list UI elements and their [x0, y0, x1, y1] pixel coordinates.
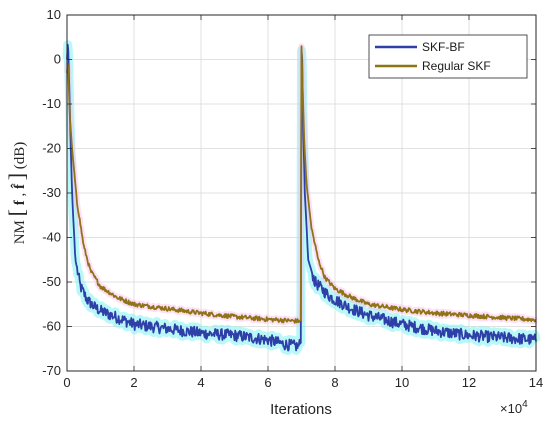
x-tick-label: 0	[63, 375, 70, 390]
y-tick-label: -20	[42, 141, 61, 156]
y-axis-label: NM [ f , f̂ ] (dB)	[4, 142, 29, 245]
x-tick-label: 2	[130, 375, 137, 390]
x-axis-exponent: ×104	[500, 399, 528, 416]
x-tick-label: 6	[264, 375, 271, 390]
ylabel-bracket-close: ]	[4, 173, 29, 180]
x-tick-label: 8	[331, 375, 338, 390]
x-tick-label: 4	[197, 375, 204, 390]
series-lines	[66, 43, 537, 352]
x-tick-label: 10	[395, 375, 409, 390]
y-tick-label: -10	[42, 96, 61, 111]
y-tick-label: -60	[42, 319, 61, 334]
legend-box	[368, 34, 528, 79]
y-tick-label: 0	[54, 52, 61, 67]
ylabel-main: NM	[12, 220, 28, 244]
ylabel-unit: (dB)	[12, 142, 28, 170]
x-tick-label: 12	[462, 375, 476, 390]
y-tick-label: -40	[42, 230, 61, 245]
ylabel-arg2: f̂	[10, 183, 28, 189]
legend-label-skf-bf: SKF-BF	[422, 40, 465, 54]
ticks: 0 2 4 6 8 10 12 14 10 0 -10 -20 -30 -40 -50 -60 -70	[42, 7, 543, 390]
x-tick-label: 14	[529, 375, 543, 390]
legend-label-regular-skf: Regular SKF	[422, 59, 491, 73]
x-exponent-base: ×10	[500, 401, 522, 416]
series-line	[66, 45, 537, 324]
x-exponent-power: 4	[522, 399, 528, 410]
y-tick-label: -70	[42, 363, 61, 378]
ylabel-arg1: f	[12, 199, 28, 205]
legend: SKF-BF Regular SKF	[368, 34, 528, 79]
ylabel-bracket-open: [	[4, 209, 29, 216]
y-tick-label: 10	[47, 7, 61, 22]
y-tick-label: -50	[42, 274, 61, 289]
ylabel-comma: ,	[12, 193, 28, 197]
y-tick-label: -30	[42, 185, 61, 200]
x-axis-label: Iterations	[270, 401, 332, 418]
